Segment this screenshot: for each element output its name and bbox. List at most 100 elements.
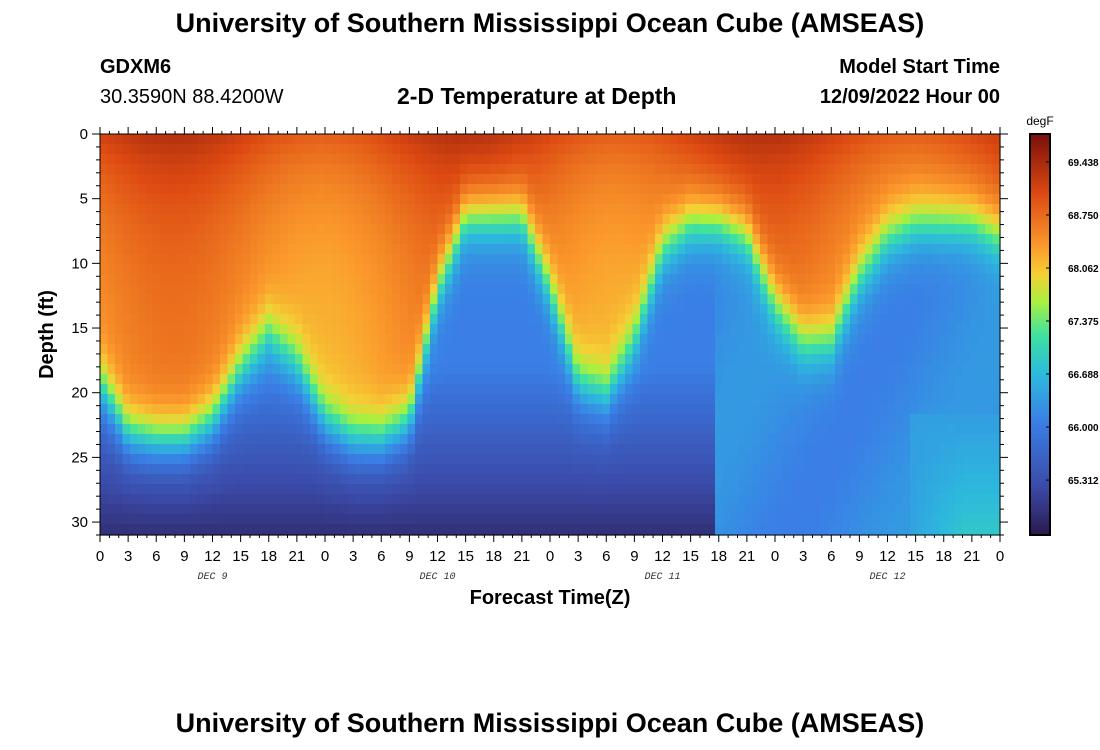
heatmap-cell xyxy=(182,424,191,435)
heatmap-cell xyxy=(197,214,206,225)
heatmap-cell xyxy=(152,494,161,505)
heatmap-cell xyxy=(542,494,551,505)
heatmap-cell xyxy=(670,194,679,205)
heatmap-cell xyxy=(190,384,199,395)
heatmap-cell xyxy=(415,244,424,255)
heatmap-cell xyxy=(527,484,536,495)
heatmap-cell xyxy=(917,134,926,145)
heatmap-cell xyxy=(610,514,619,525)
heatmap-cell xyxy=(827,304,836,315)
heatmap-cell xyxy=(640,184,649,195)
heatmap-cell xyxy=(287,234,296,245)
heatmap-cell xyxy=(955,384,964,395)
heatmap-cell xyxy=(992,394,1001,405)
heatmap-cell xyxy=(520,134,529,145)
heatmap-cell xyxy=(535,214,544,225)
heatmap-cell xyxy=(662,344,671,355)
heatmap-cell xyxy=(632,424,641,435)
heatmap-cell xyxy=(550,474,559,485)
heatmap-cell xyxy=(422,184,431,195)
heatmap-cell xyxy=(835,324,844,335)
heatmap-cell xyxy=(355,484,364,495)
heatmap-cell xyxy=(962,424,971,435)
heatmap-cell xyxy=(550,234,559,245)
heatmap-cell xyxy=(475,374,484,385)
heatmap-cell xyxy=(160,274,169,285)
heatmap-cell xyxy=(182,274,191,285)
heatmap-cell xyxy=(587,504,596,515)
heatmap-cell xyxy=(550,214,559,225)
heatmap-cell xyxy=(835,224,844,235)
heatmap-cell xyxy=(895,244,904,255)
heatmap-cell xyxy=(355,454,364,465)
heatmap-cell xyxy=(932,484,941,495)
heatmap-cell xyxy=(430,354,439,365)
heatmap-cell xyxy=(707,244,716,255)
heatmap-cell xyxy=(557,284,566,295)
heatmap-cell xyxy=(655,484,664,495)
heatmap-cell xyxy=(265,404,274,415)
heatmap-cell xyxy=(887,484,896,495)
heatmap-cell xyxy=(160,524,169,535)
heatmap-cell xyxy=(287,324,296,335)
heatmap-cell xyxy=(670,324,679,335)
heatmap-cell xyxy=(580,184,589,195)
heatmap-cell xyxy=(580,254,589,265)
heatmap-cell xyxy=(212,284,221,295)
heatmap-cell xyxy=(790,294,799,305)
heatmap-cell xyxy=(745,444,754,455)
heatmap-cell xyxy=(437,334,446,345)
heatmap-cell xyxy=(467,414,476,425)
heatmap-cell xyxy=(910,144,919,155)
heatmap-cell xyxy=(745,414,754,425)
heatmap-cell xyxy=(385,414,394,425)
heatmap-cell xyxy=(580,514,589,525)
heatmap-cell xyxy=(625,204,634,215)
heatmap-cell xyxy=(220,294,229,305)
heatmap-cell xyxy=(347,194,356,205)
heatmap-cell xyxy=(190,294,199,305)
heatmap-cell xyxy=(385,454,394,465)
heatmap-cell xyxy=(347,434,356,445)
heatmap-cell xyxy=(842,414,851,425)
heatmap-cell xyxy=(175,164,184,175)
heatmap-cell xyxy=(910,414,919,425)
heatmap-cell xyxy=(940,224,949,235)
heatmap-cell xyxy=(430,444,439,455)
heatmap-cell xyxy=(947,314,956,325)
heatmap-cell xyxy=(550,154,559,165)
heatmap-cell xyxy=(295,514,304,525)
heatmap-cell xyxy=(737,254,746,265)
heatmap-cell xyxy=(512,464,521,475)
heatmap-cell xyxy=(625,284,634,295)
heatmap-cell xyxy=(182,194,191,205)
heatmap-cell xyxy=(895,214,904,225)
heatmap-cell xyxy=(317,284,326,295)
heatmap-cell xyxy=(287,204,296,215)
heatmap-cell xyxy=(287,514,296,525)
heatmap-cell xyxy=(775,374,784,385)
heatmap-cell xyxy=(902,134,911,145)
heatmap-cell xyxy=(827,144,836,155)
heatmap-cell xyxy=(805,194,814,205)
heatmap-cell xyxy=(242,174,251,185)
heatmap-cell xyxy=(617,424,626,435)
heatmap-cell xyxy=(985,404,994,415)
heatmap-cell xyxy=(940,404,949,415)
heatmap-cell xyxy=(910,374,919,385)
heatmap-cell xyxy=(977,264,986,275)
heatmap-cell xyxy=(805,484,814,495)
heatmap-cell xyxy=(917,404,926,415)
heatmap-cell xyxy=(377,264,386,275)
heatmap-cell xyxy=(790,274,799,285)
heatmap-cell xyxy=(535,464,544,475)
heatmap-cell xyxy=(595,264,604,275)
heatmap-cell xyxy=(865,504,874,515)
heatmap-cell xyxy=(602,434,611,445)
heatmap-cell xyxy=(542,324,551,335)
heatmap-cell xyxy=(332,184,341,195)
heatmap-cell xyxy=(655,144,664,155)
heatmap-cell xyxy=(970,474,979,485)
heatmap-cell xyxy=(280,494,289,505)
